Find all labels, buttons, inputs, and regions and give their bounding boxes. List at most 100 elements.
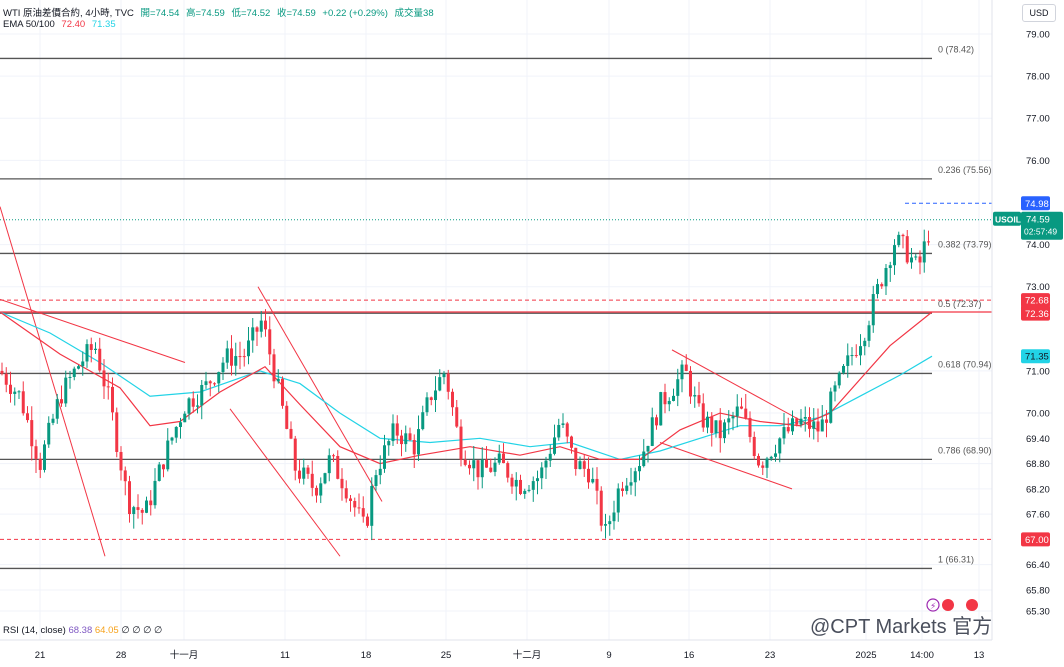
candle: [136, 507, 140, 510]
candle: [735, 406, 739, 417]
candle: [599, 490, 603, 526]
price-tag: [1021, 196, 1050, 211]
candle: [323, 473, 327, 484]
candle: [842, 365, 845, 373]
candle: [625, 485, 629, 491]
currency-button[interactable]: USD: [1022, 4, 1056, 22]
rsi-legend[interactable]: RSI (14, close) 68.38 64.05 ∅ ∅ ∅ ∅: [3, 625, 162, 636]
candle: [638, 466, 641, 472]
candle: [472, 460, 476, 469]
candle: [306, 467, 310, 474]
candle: [557, 424, 561, 438]
candle: [786, 427, 790, 432]
candle: [115, 412, 119, 452]
fib-label: 0.618 (70.94): [938, 359, 992, 369]
fib-levels: 0 (78.42) 0.236 (75.56) 0.382 (73.79) 0.5 (…: [0, 44, 992, 570]
candle: [621, 488, 624, 491]
candle: [111, 386, 114, 413]
ema-legend[interactable]: EMA 50/100 72.40 71.35: [3, 19, 120, 30]
candle: [0, 370, 4, 374]
rsi-value-2: 64.05: [94, 625, 119, 636]
ema-label: EMA 50/100: [3, 19, 55, 30]
candle: [412, 439, 416, 455]
price-tag-text: 72.36: [1025, 309, 1049, 320]
candle: [757, 455, 760, 466]
candle: [72, 368, 76, 377]
candle: [349, 498, 352, 501]
candle: [455, 407, 459, 427]
x-tick-label: 21: [35, 650, 46, 661]
ohlc-open: 開=74.54: [140, 8, 180, 19]
symbol-tag-text: USOIL: [995, 215, 1021, 225]
candle: [298, 470, 301, 479]
candle: [867, 325, 871, 341]
candle: [463, 459, 467, 465]
candle: [310, 473, 314, 488]
time-axis: 21 28 十一月 11 18 25 十二月 9 16 23 2025 14:00 13: [0, 639, 992, 661]
candle: [51, 418, 55, 423]
candle: [659, 392, 663, 426]
candle: [752, 436, 756, 456]
candle: [510, 477, 514, 487]
us-flag-icon: [966, 599, 978, 611]
x-tick-label: 十二月: [513, 649, 542, 661]
candle: [451, 391, 454, 408]
candle: [884, 268, 888, 287]
candle: [302, 467, 306, 479]
candle: [706, 416, 709, 428]
candle: [387, 441, 391, 446]
candle: [795, 418, 799, 425]
candle: [825, 419, 828, 423]
candle: [629, 482, 633, 486]
candle: [327, 455, 331, 474]
candle: [434, 390, 437, 401]
candle: [272, 354, 276, 382]
candle: [480, 459, 484, 478]
candle: [553, 437, 556, 454]
watermark: @CPT Markets 官方: [810, 616, 993, 638]
candle: [697, 395, 701, 404]
candle: [914, 256, 918, 258]
candle: [910, 257, 913, 263]
candle: [128, 481, 131, 515]
last-price-tag: [1021, 211, 1063, 240]
candle: [837, 372, 841, 386]
candle: [514, 479, 518, 487]
ema-lines: [0, 311, 933, 465]
volume-label: 成交量38: [394, 8, 434, 19]
candle: [106, 386, 110, 388]
candle: [268, 329, 272, 355]
candle: [21, 391, 25, 414]
ema50-value: 72.40: [61, 19, 86, 30]
candle: [901, 234, 905, 237]
candle: [854, 355, 858, 357]
candle: [378, 468, 382, 476]
candle: [162, 464, 165, 470]
candle: [85, 344, 89, 362]
lightning-glyph: ⚡: [930, 602, 936, 612]
candle: [897, 234, 901, 246]
y-tick-label: 73.00: [1026, 282, 1050, 293]
candle: [544, 460, 548, 468]
rsi-value-1: 68.38: [68, 625, 93, 636]
candle: [782, 427, 786, 439]
candle: [276, 378, 280, 382]
symbol-title: WTI 原油差價合約, 4小時, TVC: [3, 8, 134, 19]
candle: [850, 355, 854, 357]
ohlc-low: 低=74.52: [231, 8, 271, 19]
fib-label: 0 (78.42): [938, 44, 974, 54]
candle: [676, 379, 680, 396]
ema100-value: 71.35: [91, 19, 116, 30]
candle: [846, 355, 850, 366]
candle: [234, 356, 238, 366]
candle: [816, 421, 820, 432]
candle: [791, 418, 794, 432]
candle: [319, 483, 323, 496]
candle: [905, 236, 909, 263]
price-tag: [1021, 293, 1050, 308]
candle: [94, 348, 97, 350]
x-tick-label: 25: [441, 650, 452, 661]
candle: [561, 423, 565, 425]
y-tick-label: 69.40: [1026, 434, 1050, 445]
